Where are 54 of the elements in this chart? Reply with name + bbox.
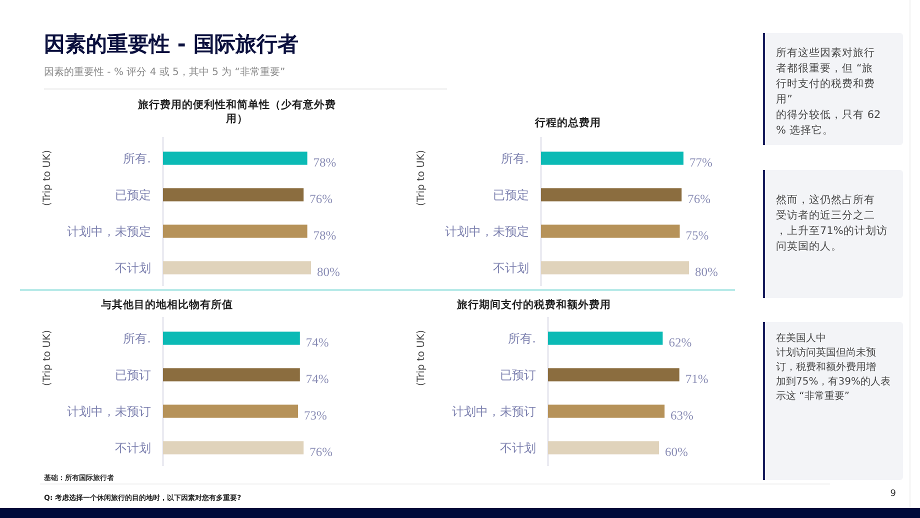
text: 9 bbox=[890, 489, 896, 499]
y-axis-title: (Trip to UK) bbox=[416, 150, 427, 206]
y-tick-label: 所有. bbox=[501, 151, 529, 166]
data-label: 80% bbox=[695, 265, 718, 280]
data-label: 78% bbox=[313, 228, 336, 243]
data-label: 78% bbox=[313, 156, 336, 170]
y-tick-label: 所有. bbox=[508, 331, 536, 346]
data-label: 74% bbox=[306, 336, 329, 350]
y-tick-label: 已预订 bbox=[500, 368, 536, 382]
data-label: 77% bbox=[689, 156, 712, 170]
bar bbox=[541, 224, 680, 238]
y-axis-title: (Trip to UK) bbox=[416, 330, 427, 386]
y-tick-label: 已预订 bbox=[115, 368, 151, 382]
chart-title: 旅行费用的便利性和简单性（少有意外费用） bbox=[137, 98, 336, 125]
bar bbox=[541, 261, 689, 274]
text: 因素的重要性 - % 评分 4 或 5，其中 5 为 “非常重要” bbox=[44, 66, 286, 78]
data-label: 74% bbox=[306, 372, 329, 386]
data-label: 76% bbox=[688, 192, 711, 206]
data-label: 60% bbox=[665, 445, 688, 460]
y-axis-title: (Trip to UK) bbox=[42, 150, 53, 206]
y-tick-label: 计划中，未预订 bbox=[452, 404, 536, 418]
data-label: 73% bbox=[304, 408, 327, 423]
bar bbox=[548, 441, 659, 454]
y-tick-label: 计划中，未预定 bbox=[67, 224, 151, 238]
y-tick-label: 计划中，未预订 bbox=[67, 404, 151, 418]
data-label: 75% bbox=[686, 228, 709, 243]
text: 所有这些因素对旅行者都很重要，但 “旅行时支付的税费和费用”的得分较低，只有 62% 选择它。 bbox=[776, 46, 881, 136]
bar bbox=[548, 332, 663, 345]
y-tick-label: 不计划 bbox=[500, 440, 536, 455]
y-tick-label: 所有. bbox=[123, 331, 151, 346]
text: 在美国人中计划访问英国但尚未预订，税费和额外费用增加到75%，有39%的人表示这 “非常重要” bbox=[776, 332, 890, 402]
chart-title: 行程的总费用 bbox=[534, 116, 601, 129]
chart-title: 旅行期间支付的税费和额外费用 bbox=[456, 298, 611, 311]
data-label: 80% bbox=[317, 265, 340, 280]
bar bbox=[541, 188, 682, 202]
bar bbox=[541, 152, 684, 165]
data-label: 62% bbox=[668, 336, 692, 350]
y-tick-label: 计划中，未预定 bbox=[445, 224, 529, 238]
bar bbox=[548, 368, 680, 382]
bar bbox=[548, 404, 665, 418]
text: 然而，这仍然占所有受访者的近三分之二，上升至71%的计划访问英国的人。 bbox=[776, 193, 888, 252]
text: 因素的重要性 - 国际旅行者 bbox=[44, 32, 298, 56]
data-label: 71% bbox=[685, 372, 708, 386]
y-tick-label: 所有. bbox=[123, 151, 151, 166]
y-tick-label: 不计划 bbox=[115, 440, 151, 455]
y-tick-label: 不计划 bbox=[115, 260, 151, 275]
chart-title: 与其他目的地相比物有所值 bbox=[100, 298, 233, 311]
data-label: 76% bbox=[310, 192, 333, 206]
y-tick-label: 已预定 bbox=[493, 188, 529, 202]
y-tick-label: 不计划 bbox=[493, 260, 529, 275]
y-axis-title: (Trip to UK) bbox=[42, 330, 53, 386]
data-label: 63% bbox=[670, 408, 694, 423]
y-tick-label: 已预定 bbox=[115, 188, 151, 202]
data-label: 76% bbox=[310, 445, 333, 460]
